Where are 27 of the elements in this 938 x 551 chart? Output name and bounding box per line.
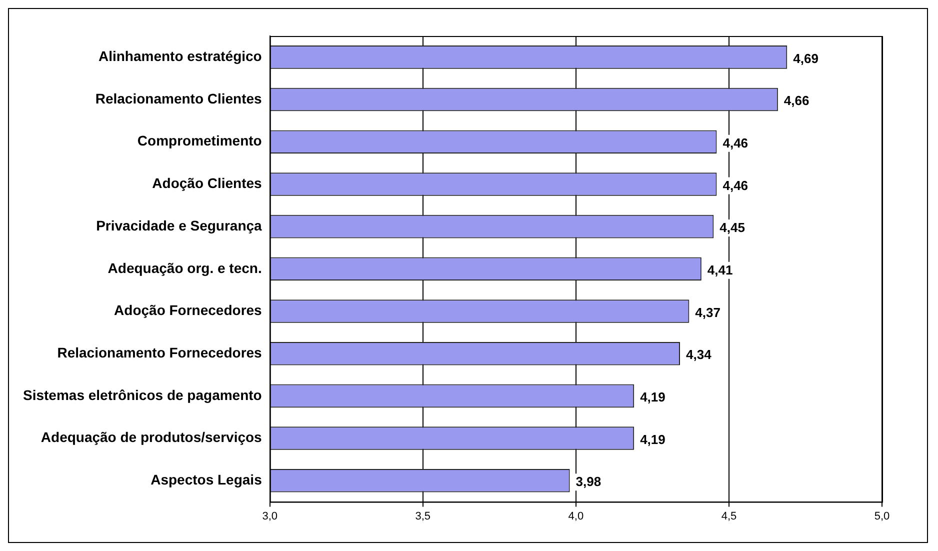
data-label: 4,45 [720,220,745,236]
data-label: 4,19 [640,432,666,447]
data-label: 4,46 [722,135,748,150]
y-tick-label: Privacidade e Segurança [96,217,262,234]
data-label: 4,37 [695,304,720,320]
data-label: 4,19 [640,390,666,405]
x-tick-label: 3,5 [415,510,431,522]
y-tick-label: Adoção Clientes [152,175,262,192]
data-label: 4,34 [686,347,712,362]
data-label: 3,98 [576,474,602,490]
x-tick-label: 4,0 [568,510,584,522]
y-tick-label: Relacionamento Clientes [95,90,262,106]
y-tick-label: Aspectos Legais [150,471,262,488]
y-tick-label: Alinhamento estratégico [98,48,262,64]
y-tick-label: Relacionamento Fornecedores [57,344,262,360]
y-tick-label: Adoção Fornecedores [114,302,262,318]
x-tick-label: 5,0 [874,510,890,522]
y-tick-label: Sistemas eletrônicos de pagamento [22,386,262,403]
data-label: 4,46 [722,178,748,193]
data-label: 4,66 [784,93,810,108]
data-label: 4,41 [707,262,733,278]
x-tick-label: 4,5 [721,510,737,522]
x-tick-label: 3,0 [262,510,278,522]
y-tick-label: Adequação org. e tecn. [108,260,262,276]
y-tick-label: Comprometimento [137,132,262,149]
y-tick-label: Adequação de produtos/serviços [40,429,262,446]
data-label: 4,69 [793,50,818,66]
